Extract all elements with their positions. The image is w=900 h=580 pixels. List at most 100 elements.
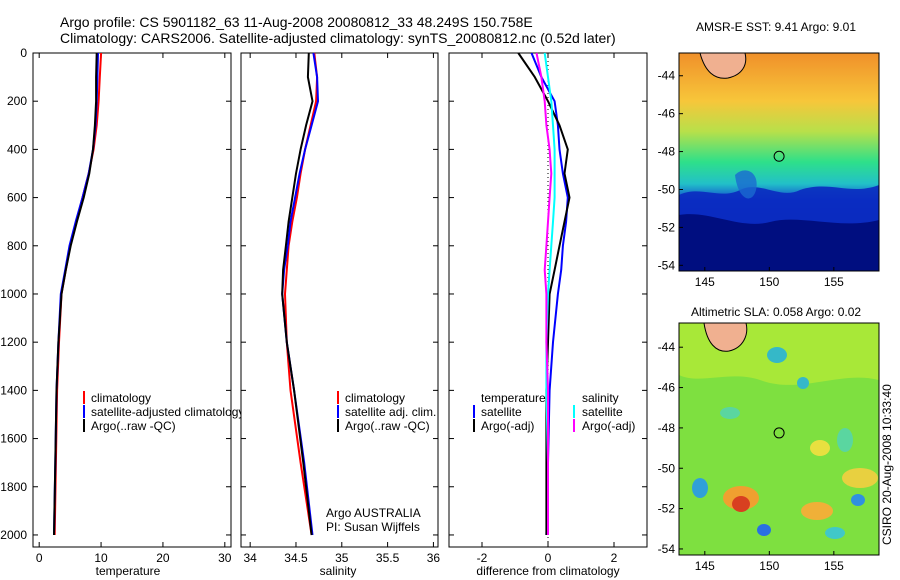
- lat-tick-label: -46: [658, 381, 676, 395]
- x-tick-label: 35: [335, 551, 349, 565]
- sla-map-tick-labels: 145 150 155 -44 -46 -48 -50 -52 -54: [658, 340, 845, 573]
- header-line-2: Climatology: CARS2006. Satellite-adjuste…: [60, 30, 616, 46]
- lon-tick-label: 145: [695, 275, 715, 289]
- legend-heading-salinity: salinity: [582, 391, 619, 405]
- lon-tick-label: 150: [759, 275, 779, 289]
- legend-label-sal-satellite: satellite: [582, 405, 623, 419]
- lat-tick-label: -50: [658, 182, 676, 196]
- sla-map-frame: [678, 322, 880, 556]
- temperature-tick-labels: 0 10 20 30: [33, 52, 232, 565]
- cold-water-core: [679, 214, 879, 271]
- lat-tick-label: -50: [658, 461, 676, 475]
- series-line: [281, 52, 314, 536]
- lat-tick-label: -44: [658, 69, 676, 83]
- x-tick-label: 2: [611, 551, 618, 565]
- legend-label-climatology: climatology: [345, 391, 405, 405]
- y-tick-label: 1800: [0, 480, 27, 494]
- sla-yellow-eddy: [842, 468, 878, 488]
- salinity-axes-frame: [240, 52, 439, 548]
- sst-map-panel: AMSR-E SST: 9.41 Argo: 9.01 145 150 155 -44…: [658, 20, 880, 289]
- header-line-1: Argo profile: CS 5901182_63 11-Aug-2008 …: [60, 14, 533, 30]
- temperature-profile-lines: [53, 52, 103, 536]
- series-line: [284, 52, 319, 536]
- sst-map-title: AMSR-E SST: 9.41 Argo: 9.01: [696, 20, 856, 34]
- y-tick-label: 0: [20, 46, 27, 60]
- lat-tick-label: -48: [658, 145, 676, 159]
- lat-tick-label: -52: [658, 502, 676, 516]
- sla-orange-eddy: [801, 502, 833, 520]
- legend-label-argo: Argo(..raw -QC): [345, 419, 430, 433]
- difference-profile-lines: [517, 52, 571, 536]
- difference-legend: temperature satellite Argo(-adj) salinit…: [473, 391, 635, 433]
- sla-map-title: Altimetric SLA: 0.058 Argo: 0.02: [691, 305, 861, 319]
- lat-tick-label: -44: [658, 340, 676, 354]
- series-line: [530, 52, 569, 536]
- x-tick-label: 0: [545, 551, 552, 565]
- x-tick-label: 35.5: [376, 551, 400, 565]
- legend-label-argo: Argo(..raw -QC): [91, 419, 176, 433]
- argo-float-marker: [773, 150, 785, 162]
- sla-cyan-eddy: [720, 407, 740, 419]
- y-tick-label: 1200: [0, 335, 27, 349]
- sla-cyan-eddy: [837, 428, 853, 452]
- legend-label-climatology: climatology: [91, 391, 151, 405]
- y-tick-label: 800: [7, 239, 27, 253]
- tasmania-landmass: [703, 323, 748, 352]
- sst-map-tick-labels: 145 150 155 -44 -46 -48 -50 -52 -54: [658, 69, 845, 289]
- lat-tick-label: -52: [658, 220, 676, 234]
- x-tick-label: 10: [94, 551, 108, 565]
- y-tick-label: 1400: [0, 383, 27, 397]
- sla-blue-eddy: [797, 377, 809, 389]
- salinity-tick-labels: 34 34.5 35 35.5 36: [241, 52, 441, 565]
- lon-tick-label: 150: [759, 559, 779, 573]
- sla-map-panel: Altimetric SLA: 0.058 Argo: 0.02 145 150 1…: [658, 305, 880, 573]
- x-tick-label: 34.5: [284, 551, 308, 565]
- x-tick-label: 0: [36, 551, 43, 565]
- lat-tick-label: -54: [658, 258, 676, 272]
- y-tick-label: 1000: [0, 287, 27, 301]
- difference-tick-labels: -2 0 2: [449, 52, 647, 565]
- sla-blue-eddy: [851, 494, 865, 506]
- sla-blue-eddy: [767, 347, 787, 363]
- y-tick-label: 200: [7, 94, 27, 108]
- x-tick-label: 20: [156, 551, 170, 565]
- series-line: [53, 52, 98, 536]
- salinity-panel: 34 34.5 35 35.5 36 salinity climatology sate…: [240, 52, 441, 578]
- sla-red-eddy: [732, 496, 750, 512]
- sst-map-frame: [678, 52, 880, 272]
- pi-annotation: PI: Susan Wijffels: [326, 520, 420, 534]
- difference-axis-label: difference from climatology: [476, 564, 619, 578]
- temperature-legend: climatology satellite-adjusted climatolo…: [83, 391, 244, 433]
- salinity-profile-lines: [281, 52, 319, 536]
- argo-program-annotation: Argo AUSTRALIA: [326, 506, 421, 520]
- x-tick-label: 34: [243, 551, 257, 565]
- lat-tick-label: -46: [658, 107, 676, 121]
- cool-eddy: [735, 170, 757, 199]
- y-tick-label: 600: [7, 191, 27, 205]
- y-tick-label: 1600: [0, 432, 27, 446]
- argo-float-marker: [773, 427, 785, 439]
- lat-tick-label: -54: [658, 542, 676, 556]
- x-tick-label: 36: [427, 551, 441, 565]
- lon-tick-label: 155: [824, 275, 844, 289]
- y-tick-label: 2000: [0, 528, 27, 542]
- legend-label-temp-argo: Argo(-adj): [481, 419, 534, 433]
- x-tick-label: -2: [477, 551, 488, 565]
- legend-heading-temperature: temperature: [481, 391, 546, 405]
- tasmania-landmass: [699, 53, 747, 79]
- lon-tick-label: 155: [824, 559, 844, 573]
- lon-tick-label: 145: [695, 559, 715, 573]
- legend-label-satellite: satellite adj. clim.: [345, 405, 436, 419]
- sla-blue-eddy: [757, 524, 771, 536]
- depth-tick-labels: 0 200 400 600 800 1000 1200 1400 1600 1800 2000: [0, 46, 27, 542]
- salinity-axis-label: salinity: [320, 564, 357, 578]
- csiro-timestamp: CSIRO 20-Aug-2008 10:33:40: [880, 384, 894, 545]
- difference-panel: -2 0 2 difference from climatology tempera…: [448, 52, 648, 578]
- y-tick-label: 400: [7, 142, 27, 156]
- sla-cyan-eddy: [825, 527, 845, 539]
- series-line: [543, 52, 556, 535]
- lat-tick-label: -48: [658, 421, 676, 435]
- x-tick-label: 30: [218, 551, 232, 565]
- series-line: [535, 52, 553, 535]
